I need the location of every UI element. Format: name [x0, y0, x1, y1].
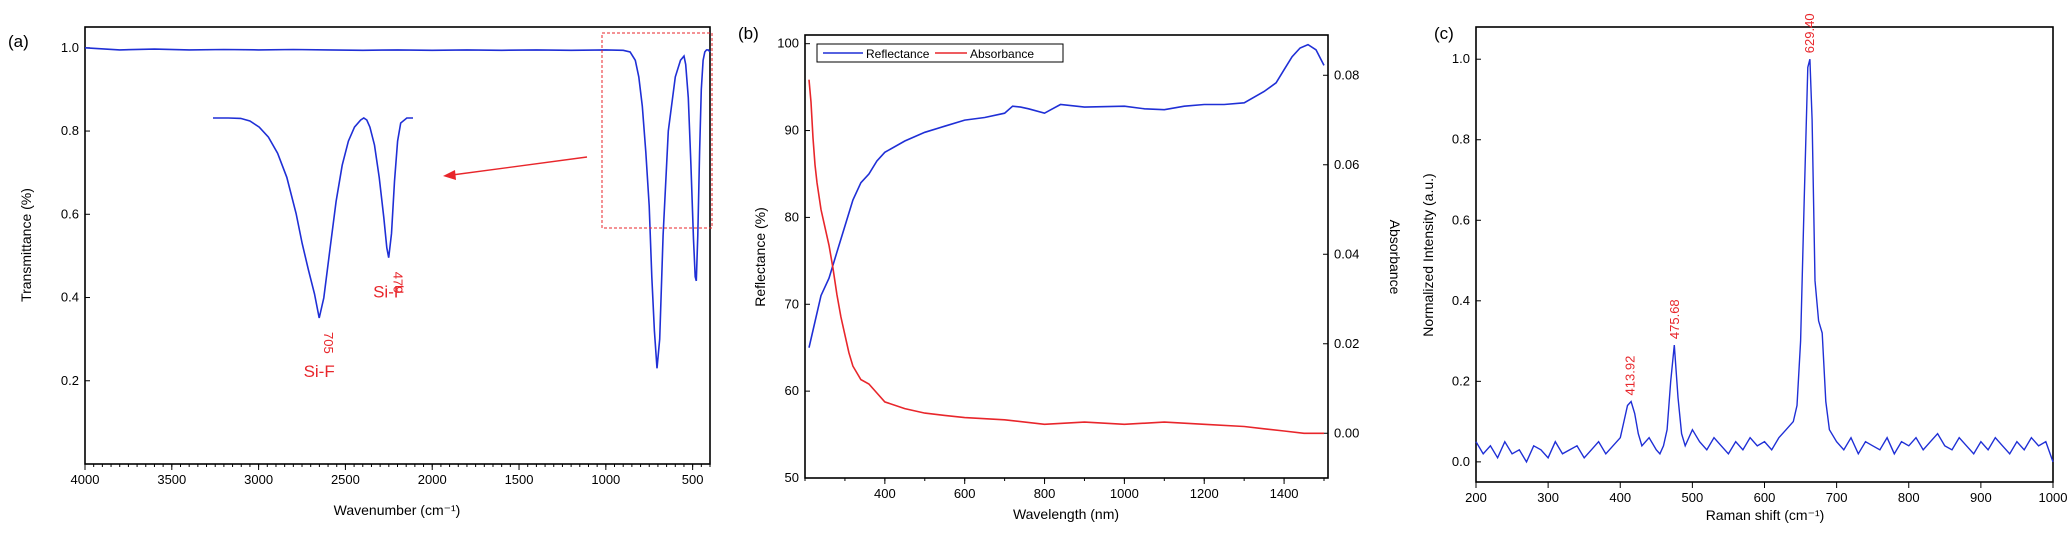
panel-c-plot-frame [1475, 26, 2054, 483]
panel-a-y-tick-label: 0.4 [61, 290, 79, 305]
panel-c-y-tick-label: 0.4 [1452, 293, 1470, 308]
panel-b-y-ticks-right: 0.00 0.02 0.04 0.06 0.08 [1323, 67, 1359, 440]
panel-c-raman-chart: (c) 200 300 400 500 600 700 800 900 1000 0.00.20… [1420, 13, 2067, 523]
panel-c-x-tick-label: 700 [1826, 490, 1848, 505]
panel-c-x-tick-label: 1000 [2039, 490, 2068, 505]
peak-label-413.92: 413.92 [1622, 356, 1637, 396]
panel-a-x-tick-label: 1000 [591, 472, 620, 487]
panel-c-series-line [1475, 59, 2054, 464]
legend-label-reflectance: Reflectance [866, 47, 930, 61]
panel-a-y-tick-label: 0.2 [61, 373, 79, 388]
panel-a-x-tick-label: 3000 [244, 472, 273, 487]
panel-b-x-ticks: 400 600 800 1000 1200 1400 [804, 478, 1325, 501]
panel-a-y-ticks: 0.2 0.4 0.6 0.8 1.0 [61, 40, 90, 388]
panel-c-x-tick-label: 400 [1609, 490, 1631, 505]
panel-b-x-tick-label: 1200 [1190, 486, 1219, 501]
panel-c-y-tick-label: 0.6 [1452, 212, 1470, 227]
panel-b-y-left-tick-label: 50 [785, 470, 799, 485]
panel-a-x-ticks: 4000 3500 3000 2500 2000 1500 1000 500 [71, 464, 711, 487]
panel-a-x-tick-label: 2000 [418, 472, 447, 487]
panel-a-y-tick-label: 0.8 [61, 123, 79, 138]
panel-b-y-left-tick-label: 60 [785, 383, 799, 398]
peak-label-479: 479 [391, 272, 406, 294]
panel-b-y-axis-title-right: Absorbance [1387, 220, 1403, 295]
peak-label-705: 705 [321, 332, 336, 354]
panel-b-y-left-tick-label: 100 [777, 36, 799, 51]
panel-c-x-axis-title: Raman shift (cm⁻¹) [1706, 507, 1825, 523]
panel-a-x-tick-label: 2500 [331, 472, 360, 487]
panel-b-y-axis-title-left: Reflectance (%) [752, 207, 768, 307]
bond-label-si-f: Si-F [373, 283, 404, 302]
panel-b-y-left-tick-label: 70 [785, 296, 799, 311]
panel-a-x-tick-label: 4000 [71, 472, 100, 487]
panel-a-series-line [84, 47, 711, 369]
panel-b-y-right-tick-label: 0.00 [1334, 425, 1359, 440]
panel-a-y-tick-label: 0.6 [61, 206, 79, 221]
panel-b-x-tick-label: 600 [954, 486, 976, 501]
bond-label-si-f: Si-F [304, 362, 335, 381]
panel-c-label: (c) [1434, 24, 1454, 43]
panel-a-inset-line [213, 117, 413, 319]
panel-c-y-tick-label: 0.0 [1452, 454, 1470, 469]
panel-a-x-tick-label: 3500 [157, 472, 186, 487]
panel-a-x-tick-label: 1500 [505, 472, 534, 487]
panel-a-y-tick-label: 1.0 [61, 40, 79, 55]
panel-a-x-axis-title: Wavenumber (cm⁻¹) [334, 502, 461, 518]
panel-c-y-tick-label: 0.2 [1452, 373, 1470, 388]
panel-b-x-tick-label: 400 [874, 486, 896, 501]
panel-c-x-tick-label: 200 [1465, 490, 1487, 505]
legend-label-absorbance: Absorbance [970, 47, 1034, 61]
panel-b-x-tick-label: 1400 [1270, 486, 1299, 501]
panel-c-y-axis-title: Normalized Intensity (a.u.) [1420, 173, 1436, 336]
panel-c-x-tick-label: 300 [1537, 490, 1559, 505]
panel-a-label: (a) [8, 32, 29, 51]
panel-b-absorbance-line [808, 79, 1324, 435]
panel-b-y-left-tick-label: 80 [785, 209, 799, 224]
panel-b-reflectance-line [808, 43, 1325, 348]
panel-b-legend: Reflectance Absorbance [816, 43, 1064, 63]
panel-b-y-right-tick-label: 0.04 [1334, 246, 1359, 261]
panel-c-x-ticks: 200 300 400 500 600 700 800 900 1000 [1465, 482, 2067, 505]
panel-a-plot-frame [84, 26, 711, 465]
panel-c-x-tick-label: 500 [1682, 490, 1704, 505]
panel-c-x-tick-label: 800 [1898, 490, 1920, 505]
panel-b-plot-frame [804, 34, 1329, 479]
panel-c-y-tick-label: 0.8 [1452, 132, 1470, 147]
panel-b-y-ticks-left: 50 60 70 80 90 100 [777, 36, 810, 485]
panel-b-y-right-tick-label: 0.02 [1334, 336, 1359, 351]
panel-c-y-tick-label: 1.0 [1452, 51, 1470, 66]
panel-c-x-tick-label: 900 [1970, 490, 1992, 505]
panel-a-y-axis-title: Transmittance (%) [18, 188, 34, 302]
panel-b-reflectance-absorbance-chart: (b) 400 600 800 1000 1200 1400 5060708090100 … [738, 24, 1403, 522]
panel-b-x-tick-label: 1000 [1110, 486, 1139, 501]
panel-a-zoom-box [601, 32, 713, 229]
panel-b-x-axis-title: Wavelength (nm) [1013, 506, 1119, 522]
panel-a-zoom-arrow [443, 156, 588, 180]
panel-b-y-right-tick-label: 0.08 [1334, 67, 1359, 82]
panel-c-x-tick-label: 600 [1754, 490, 1776, 505]
peak-label-475.68: 475.68 [1667, 299, 1682, 339]
panel-a-x-tick-label: 500 [682, 472, 704, 487]
panel-a-transmittance-chart: (a) 4000 3500 3000 2500 2000 1500 1000 500 0.20… [8, 26, 713, 518]
peak-label-629.40: 629.40 [1802, 13, 1817, 53]
panel-b-label: (b) [738, 24, 759, 43]
panel-b-y-left-tick-label: 90 [785, 123, 799, 138]
panel-c-y-ticks: 0.0 0.2 0.4 0.6 0.8 1.0 [1452, 51, 1481, 469]
panel-c-peak-labels: 413.92 475.68 629.40 [1622, 13, 1817, 395]
panel-b-x-tick-label: 800 [1034, 486, 1056, 501]
panel-b-y-right-tick-label: 0.06 [1334, 157, 1359, 172]
